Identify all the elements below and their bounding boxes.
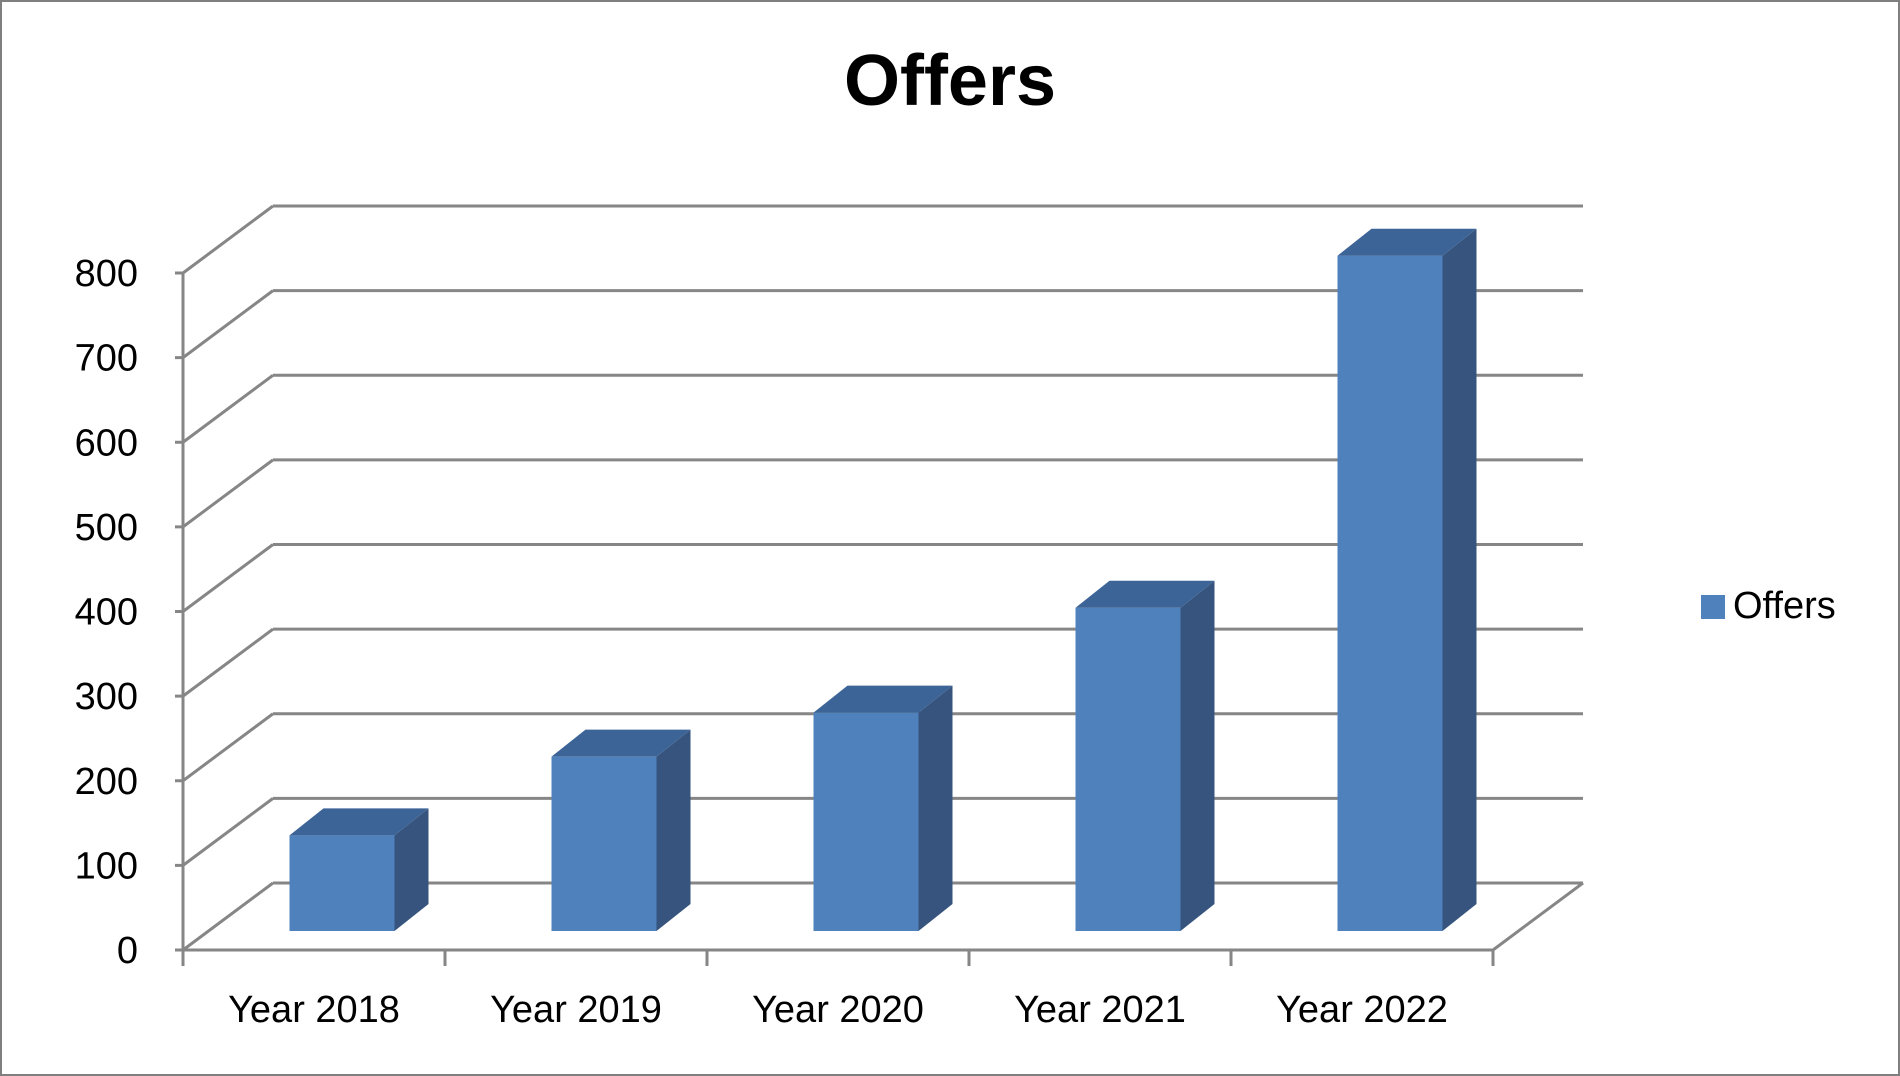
bar bbox=[1075, 580, 1215, 931]
axes bbox=[175, 271, 1495, 966]
gridline-side bbox=[182, 458, 274, 529]
gridline-side bbox=[182, 797, 274, 867]
bar-top bbox=[1337, 228, 1477, 256]
bars bbox=[289, 228, 1477, 931]
chart-title: Offers bbox=[843, 41, 1057, 121]
legend-swatch bbox=[1701, 594, 1725, 619]
bar-side bbox=[1442, 228, 1477, 931]
bar-front bbox=[551, 756, 657, 931]
floor-edge bbox=[1492, 881, 1584, 952]
gridline-side bbox=[182, 374, 274, 444]
gridline-side bbox=[182, 627, 274, 698]
y-tick-label: 0 bbox=[117, 930, 138, 972]
legend: Offers bbox=[1701, 585, 1836, 628]
y-tick-label: 800 bbox=[75, 253, 138, 295]
y-tick-label: 200 bbox=[75, 761, 138, 803]
x-tick-label: Year 2021 bbox=[1014, 989, 1186, 1031]
y-tick-label: 400 bbox=[75, 592, 138, 634]
bar-front bbox=[289, 835, 395, 931]
y-tick-label: 300 bbox=[75, 676, 138, 718]
bar-top bbox=[1075, 580, 1215, 608]
y-tick-label: 600 bbox=[75, 422, 138, 464]
bar-side bbox=[918, 685, 953, 931]
gridline-side bbox=[182, 543, 274, 613]
legend-label: Offers bbox=[1733, 585, 1836, 627]
x-tick-label: Year 2022 bbox=[1276, 989, 1448, 1031]
bar-side bbox=[656, 729, 691, 931]
tick-labels: 0 100 200 300 400 500 600 700 800 Year 2018 Year 2… bbox=[75, 253, 1448, 1031]
bar bbox=[289, 808, 429, 931]
gridline-side bbox=[182, 204, 274, 275]
bar-front bbox=[1075, 607, 1181, 931]
bar-top bbox=[551, 729, 691, 757]
bar-side bbox=[394, 808, 429, 931]
bar bbox=[813, 685, 953, 931]
gridline-side bbox=[182, 289, 274, 359]
bar bbox=[1337, 228, 1477, 931]
y-tick-label: 700 bbox=[75, 338, 138, 380]
bar-top bbox=[289, 808, 429, 836]
y-tick-label: 500 bbox=[75, 507, 138, 549]
bar-side bbox=[1180, 580, 1215, 931]
bar-front bbox=[813, 712, 919, 931]
gridline-side bbox=[182, 881, 274, 952]
bar-front bbox=[1337, 255, 1443, 931]
gridline-side bbox=[182, 712, 274, 782]
bar bbox=[551, 729, 691, 931]
x-tick-label: Year 2020 bbox=[752, 989, 924, 1031]
x-tick-label: Year 2018 bbox=[228, 989, 400, 1031]
x-tick-label: Year 2019 bbox=[490, 989, 662, 1031]
bar-top bbox=[813, 685, 953, 713]
y-tick-label: 100 bbox=[75, 845, 138, 887]
